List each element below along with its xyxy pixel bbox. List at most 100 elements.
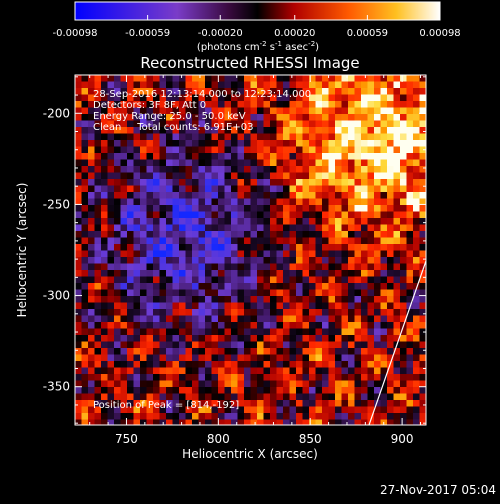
heatmap-cell	[88, 75, 96, 83]
heatmap-cell	[205, 276, 213, 284]
heatmap-cell	[179, 406, 187, 414]
heatmap-cell	[309, 185, 317, 193]
heatmap-cell	[101, 192, 109, 200]
heatmap-cell	[367, 185, 375, 193]
heatmap-cell	[302, 315, 310, 323]
heatmap-cell	[146, 127, 154, 135]
heatmap-cell	[127, 387, 135, 395]
heatmap-cell	[289, 237, 297, 245]
heatmap-cell	[114, 367, 122, 375]
heatmap-cell	[257, 237, 265, 245]
heatmap-cell	[211, 406, 219, 414]
heatmap-cell	[419, 406, 426, 414]
heatmap-cell	[107, 120, 115, 128]
heatmap-cell	[192, 166, 200, 174]
heatmap-cell	[101, 296, 109, 304]
heatmap-cell	[146, 133, 154, 141]
heatmap-cell	[393, 289, 401, 297]
heatmap-cell	[127, 322, 135, 330]
heatmap-cell	[406, 335, 414, 343]
heatmap-cell	[354, 419, 362, 425]
heatmap-cell	[192, 257, 200, 265]
heatmap-cell	[361, 296, 369, 304]
heatmap-cell	[335, 237, 343, 245]
heatmap-cell	[335, 335, 343, 343]
heatmap-cell	[380, 374, 388, 382]
heatmap-cell	[302, 231, 310, 239]
heatmap-cell	[224, 146, 232, 154]
heatmap-cell	[166, 289, 174, 297]
heatmap-cell	[419, 81, 426, 89]
heatmap-cell	[140, 315, 148, 323]
heatmap-cell	[179, 380, 187, 388]
heatmap-cell	[218, 205, 226, 213]
heatmap-cell	[289, 257, 297, 265]
heatmap-cell	[315, 231, 323, 239]
heatmap-cell	[88, 263, 96, 271]
heatmap-cell	[88, 322, 96, 330]
heatmap-cell	[374, 101, 382, 109]
heatmap-cell	[101, 237, 109, 245]
heatmap-cell	[244, 257, 252, 265]
heatmap-cell	[400, 81, 408, 89]
heatmap-cell	[159, 114, 167, 122]
heatmap-cell	[309, 374, 317, 382]
heatmap-cell	[133, 406, 141, 414]
heatmap-cell	[302, 393, 310, 401]
heatmap-cell	[179, 231, 187, 239]
heatmap-cell	[166, 335, 174, 343]
heatmap-cell	[335, 133, 343, 141]
heatmap-cell	[406, 120, 414, 128]
heatmap-cell	[374, 179, 382, 187]
heatmap-cell	[172, 400, 180, 408]
heatmap-cell	[419, 153, 426, 161]
heatmap-cell	[348, 263, 356, 271]
heatmap-cell	[211, 114, 219, 122]
heatmap-cell	[250, 406, 258, 414]
heatmap-cell	[341, 192, 349, 200]
heatmap-cell	[263, 374, 271, 382]
heatmap-cell	[348, 192, 356, 200]
heatmap-cell	[107, 270, 115, 278]
heatmap-cell	[315, 81, 323, 89]
heatmap-cell	[400, 153, 408, 161]
heatmap-cell	[406, 406, 414, 414]
heatmap-cell	[315, 328, 323, 336]
heatmap-cell	[166, 341, 174, 349]
heatmap-cell	[400, 380, 408, 388]
heatmap-cell	[88, 276, 96, 284]
heatmap-cell	[393, 94, 401, 102]
heatmap-cell	[380, 309, 388, 317]
heatmap-cell	[101, 348, 109, 356]
heatmap-cell	[159, 153, 167, 161]
heatmap-cell	[367, 172, 375, 180]
heatmap-cell	[250, 400, 258, 408]
heatmap-cell	[224, 367, 232, 375]
heatmap-cell	[406, 133, 414, 141]
heatmap-cell	[257, 400, 265, 408]
heatmap-cell	[244, 400, 252, 408]
heatmap-cell	[361, 140, 369, 148]
heatmap-cell	[205, 231, 213, 239]
heatmap-cell	[328, 263, 336, 271]
heatmap-cell	[393, 185, 401, 193]
heatmap-cell	[263, 348, 271, 356]
heatmap-cell	[205, 289, 213, 297]
heatmap-cell	[192, 172, 200, 180]
heatmap-cell	[374, 133, 382, 141]
heatmap-cell	[101, 400, 109, 408]
heatmap-cell	[94, 140, 102, 148]
heatmap-cell	[374, 185, 382, 193]
heatmap-cell	[94, 127, 102, 135]
heatmap-cell	[341, 354, 349, 362]
heatmap-cell	[237, 276, 245, 284]
heatmap-cell	[406, 231, 414, 239]
heatmap-cell	[276, 224, 284, 232]
heatmap-cell	[361, 81, 369, 89]
heatmap-cell	[419, 309, 426, 317]
heatmap-cell	[270, 159, 278, 167]
heatmap-cell	[192, 159, 200, 167]
heatmap-cell	[406, 257, 414, 265]
heatmap-cell	[283, 114, 291, 122]
heatmap-cell	[283, 419, 291, 425]
